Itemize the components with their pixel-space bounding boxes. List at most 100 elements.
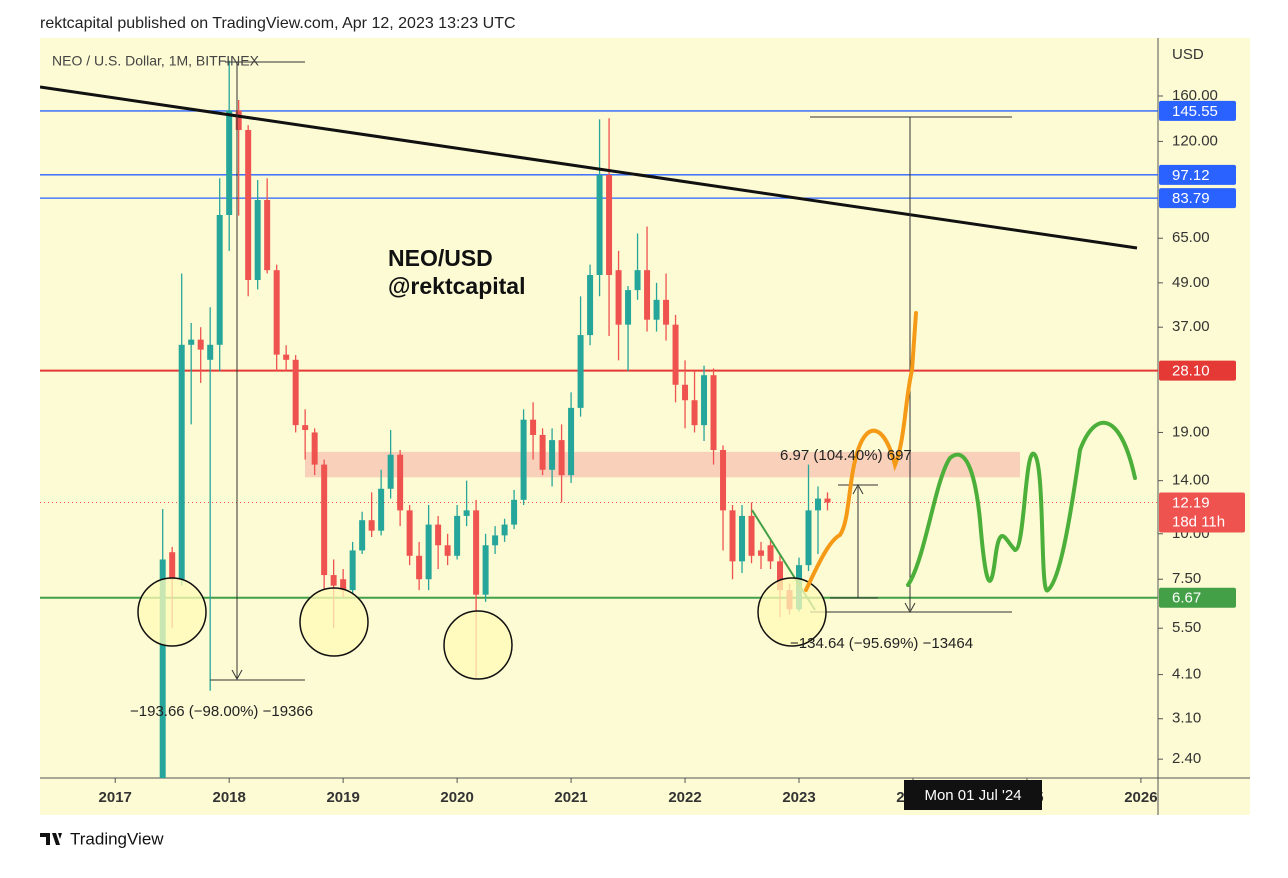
candle-body bbox=[302, 425, 309, 430]
x-tick-label: 2022 bbox=[668, 789, 701, 806]
candle-body bbox=[539, 434, 546, 470]
candle-body bbox=[406, 510, 413, 556]
candle-body bbox=[349, 550, 356, 591]
candle-body bbox=[710, 375, 717, 451]
y-tick-label: 4.10 bbox=[1172, 666, 1201, 683]
candle-body bbox=[454, 515, 461, 556]
axis-unit: USD bbox=[1172, 46, 1204, 63]
y-tick-label: 7.50 bbox=[1172, 570, 1201, 587]
measure-right bbox=[810, 116, 1012, 614]
candle-body bbox=[815, 498, 822, 511]
candle-body bbox=[245, 129, 252, 280]
y-tick-label: 160.00 bbox=[1172, 87, 1218, 104]
symbol: NEO / U.S. Dollar, 1M, BITFINEX bbox=[52, 53, 260, 69]
candle-body bbox=[615, 270, 622, 325]
price-level-box bbox=[1159, 164, 1236, 185]
chart-background bbox=[40, 38, 1250, 815]
chart-author: @rektcapital bbox=[388, 273, 525, 299]
candle-body bbox=[292, 359, 299, 426]
axes: 160.00120.0065.0049.0037.0019.0014.0010.… bbox=[99, 87, 1245, 806]
candle-body bbox=[254, 200, 261, 280]
candle-body bbox=[169, 552, 176, 580]
candle-body bbox=[758, 550, 765, 556]
price-level-box bbox=[1159, 587, 1236, 608]
candle-body bbox=[739, 515, 746, 562]
candle-body bbox=[216, 215, 223, 345]
y-tick-label: 19.00 bbox=[1172, 423, 1210, 440]
candle-body bbox=[378, 488, 385, 531]
candle-body bbox=[321, 464, 328, 576]
candle-body bbox=[824, 498, 831, 503]
candle-body bbox=[197, 339, 204, 350]
candle-body bbox=[729, 510, 736, 562]
candle-body bbox=[606, 175, 613, 275]
candle-body bbox=[159, 559, 166, 778]
candle-body bbox=[473, 510, 480, 595]
crosshair-label: Mon 01 Jul '24 bbox=[924, 787, 1021, 804]
candle-body bbox=[625, 290, 632, 325]
resistance-zone bbox=[305, 451, 1020, 478]
y-tick-label: 5.50 bbox=[1172, 619, 1201, 636]
candle-body bbox=[368, 520, 375, 531]
candle-body bbox=[530, 419, 537, 435]
y-tick-label: 3.10 bbox=[1172, 710, 1201, 727]
candle-body bbox=[577, 335, 584, 408]
crosshair-box bbox=[904, 780, 1042, 810]
candle-body bbox=[520, 419, 527, 500]
candle-body bbox=[596, 175, 603, 275]
y-tick-label: 14.00 bbox=[1172, 472, 1210, 489]
y-tick-label: 37.00 bbox=[1172, 318, 1210, 335]
y-tick-label: 49.00 bbox=[1172, 274, 1210, 291]
measure-up-label: 6.97 (104.40%) 697 bbox=[780, 447, 912, 464]
x-tick-label: 2026 bbox=[1124, 789, 1157, 806]
candle-body bbox=[748, 515, 755, 556]
drawings bbox=[40, 61, 1138, 681]
measure-left bbox=[210, 61, 305, 681]
candle-body bbox=[359, 520, 366, 551]
candle-body bbox=[492, 535, 499, 546]
candle-body bbox=[720, 450, 727, 511]
candle-body bbox=[425, 524, 432, 580]
candle-body bbox=[264, 200, 271, 271]
header: rektcapital published on TradingView.com… bbox=[40, 15, 516, 32]
candle-body bbox=[482, 545, 489, 595]
candle-body bbox=[767, 545, 774, 562]
candle-body bbox=[672, 324, 679, 385]
current-price-label: 12.19 bbox=[1172, 495, 1210, 512]
candle-body bbox=[777, 561, 784, 591]
logo bbox=[40, 833, 62, 845]
price-level-label: 28.10 bbox=[1172, 363, 1210, 380]
y-tick-label: 65.00 bbox=[1172, 229, 1210, 246]
candle-body bbox=[587, 274, 594, 336]
x-tick-label: 2018 bbox=[212, 789, 245, 806]
projection-orange bbox=[804, 311, 918, 592]
candle-body bbox=[387, 454, 394, 489]
price-level-label: 6.67 bbox=[1172, 590, 1201, 607]
y-tick-label: 2.40 bbox=[1172, 750, 1201, 767]
candle-body bbox=[701, 375, 708, 426]
candle-body bbox=[549, 440, 556, 470]
y-tick-label: 120.00 bbox=[1172, 132, 1218, 149]
candle-body bbox=[235, 110, 242, 130]
candle-body bbox=[682, 384, 689, 401]
candles bbox=[159, 60, 831, 778]
candle-body bbox=[634, 270, 641, 291]
candle-body bbox=[663, 299, 670, 325]
candle-body bbox=[340, 579, 347, 591]
candle-body bbox=[653, 299, 660, 320]
candle-body bbox=[568, 407, 575, 476]
candle-body bbox=[435, 524, 442, 546]
candle-body bbox=[178, 344, 185, 580]
candle-body bbox=[511, 499, 518, 525]
projection-green bbox=[906, 420, 1137, 593]
x-tick-label: 2021 bbox=[554, 789, 587, 806]
footer: TradingView bbox=[70, 829, 164, 848]
current-price-box bbox=[1159, 492, 1245, 533]
candle-body bbox=[805, 510, 812, 566]
circles bbox=[137, 577, 827, 680]
countdown: 18d 11h bbox=[1172, 514, 1225, 531]
measure-left-label: −193.66 (−98.00%) −19366 bbox=[130, 703, 313, 720]
x-tick-label: 2017 bbox=[99, 789, 132, 806]
candle-body bbox=[444, 545, 451, 556]
